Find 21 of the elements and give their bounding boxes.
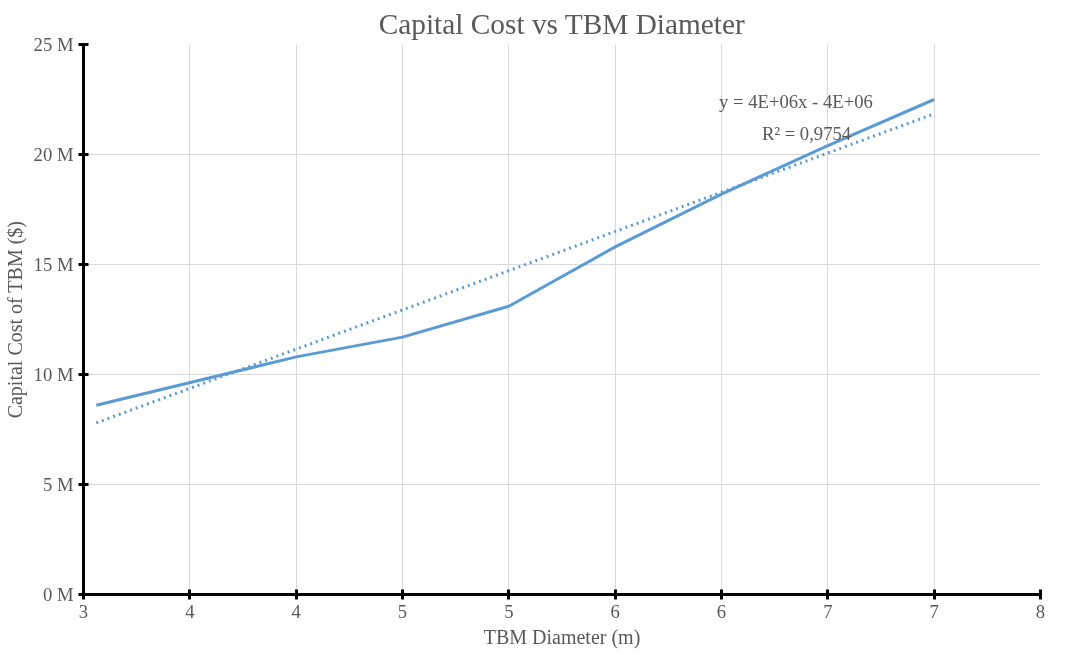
x-tick-label: 6 [610, 600, 620, 622]
x-tick-label: 4 [185, 600, 196, 622]
y-tick-label: 5 M [42, 474, 74, 495]
x-tick-label: 4 [291, 600, 302, 622]
x-tick-label: 3 [78, 600, 89, 622]
x-tick-label: 6 [716, 600, 727, 622]
chart-title: Capital Cost vs TBM Diameter [378, 7, 745, 40]
x-tick-label: 7 [823, 600, 833, 622]
y-tick-label: 10 M [33, 364, 74, 385]
y-axis-title: Capital Cost of TBM ($) [3, 220, 27, 419]
annotation: R² = 0,9754 [761, 123, 852, 145]
y-tick-label: 0 M [42, 584, 74, 605]
x-tick-label: 8 [1035, 600, 1046, 622]
y-tick-label: 15 M [33, 254, 74, 275]
x-axis-title: TBM Diameter (m) [483, 625, 641, 649]
annotation: y = 4E+06x - 4E+06 [719, 91, 873, 113]
x-tick-label: 5 [504, 600, 514, 622]
x-tick-label: 5 [397, 600, 408, 622]
x-tick-label: 7 [929, 600, 939, 622]
y-tick-label: 25 M [33, 34, 74, 55]
y-tick-label: 20 M [33, 144, 74, 165]
